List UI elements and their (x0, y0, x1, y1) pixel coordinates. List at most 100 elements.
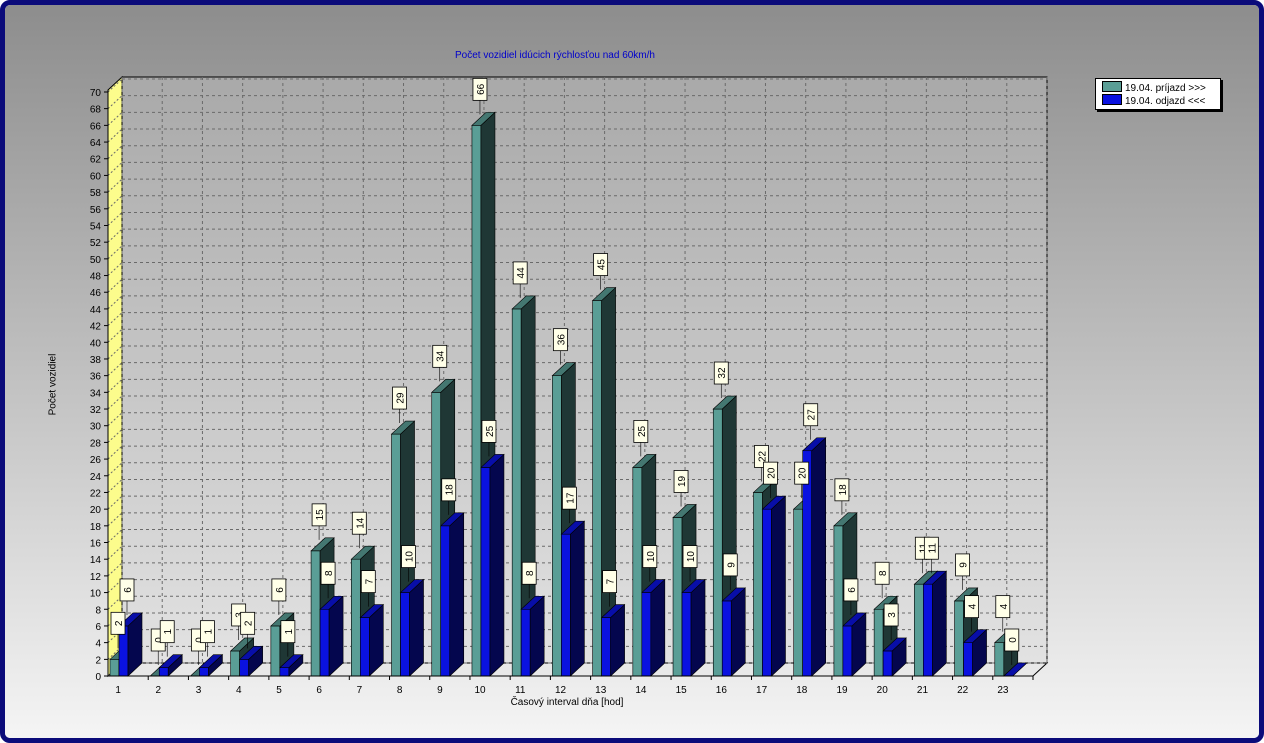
data-label-odjazd-8-text: 10 (405, 551, 416, 563)
data-label-prijazd-14-box (633, 420, 649, 443)
data-label-odjazd-16-text: 9 (726, 562, 737, 568)
data-label-odjazd-20: 3 (883, 603, 899, 640)
data-label-prijazd-15-box (673, 470, 689, 493)
x-tick-label: 23 (997, 685, 1009, 696)
gridline-wall (107, 328, 123, 343)
x-tick-label: 13 (595, 685, 607, 696)
data-label-odjazd-21-box (923, 536, 939, 560)
legend-swatch-odjazd (1102, 94, 1122, 105)
data-label-odjazd-6-box (320, 561, 336, 585)
y-tick-label: 6 (95, 622, 101, 633)
y-tick-label: 50 (90, 255, 102, 266)
y-tick-label: 52 (90, 238, 102, 249)
bar-odjazd-20 (882, 637, 907, 677)
data-label-prijazd-10-box (472, 77, 488, 101)
data-label-prijazd-13-box (593, 253, 609, 276)
x-tick-label: 7 (357, 685, 363, 696)
bar-odjazd-11 (520, 595, 545, 677)
y-tick-label: 32 (90, 405, 102, 416)
data-label-odjazd-21-text: 11 (927, 543, 938, 554)
x-tick-label: 20 (877, 685, 889, 696)
data-label-prijazd-19-box (834, 478, 850, 502)
bar-prijazd-19-front (833, 525, 844, 677)
bar-odjazd-22-top (962, 629, 988, 643)
bar-odjazd-10-front (480, 467, 491, 677)
gridline-wall (107, 395, 123, 410)
data-label-prijazd-22-text: 9 (959, 562, 970, 568)
x-tick-label: 5 (276, 685, 282, 696)
data-label-prijazd-9-text: 34 (436, 350, 447, 362)
bar-odjazd-10-top (480, 454, 505, 468)
data-label-prijazd-14: 25 (633, 420, 649, 457)
gridline-wall (107, 595, 123, 610)
data-label-odjazd-10-text: 25 (485, 425, 496, 437)
data-label-odjazd-22: 4 (964, 595, 979, 632)
bar-prijazd-1-front (109, 659, 120, 677)
data-label-odjazd-15-text: 10 (686, 551, 697, 563)
gridline-wall (107, 162, 123, 176)
bar-prijazd-11-top (511, 295, 536, 310)
y-tick-label: 42 (90, 322, 102, 333)
data-label-prijazd-13-text: 45 (597, 259, 608, 271)
bar-prijazd-11-front (511, 308, 522, 677)
data-label-odjazd-5-text: 1 (284, 628, 295, 634)
y-tick-label: 22 (90, 488, 102, 499)
data-label-prijazd-7: 14 (351, 511, 367, 549)
x-axis-label: Časový interval dňa [hod] (510, 697, 624, 708)
bar-odjazd-11-side (529, 595, 545, 677)
bar-prijazd-6-top (310, 537, 335, 552)
bar-odjazd-11-front (520, 608, 531, 677)
y-tick-label: 54 (90, 221, 102, 232)
data-label-odjazd-11-box (521, 561, 537, 585)
gridline-wall (107, 545, 123, 560)
x-tick-label: 9 (437, 685, 443, 696)
bar-prijazd-9-front (431, 392, 442, 677)
gridline-wall (107, 412, 123, 427)
data-label-prijazd-16-text: 32 (717, 367, 728, 379)
data-label-odjazd-9: 18 (441, 478, 457, 515)
data-label-odjazd-10-box (481, 420, 497, 443)
gridline-wall (107, 479, 123, 493)
data-label-odjazd-18-box (803, 403, 819, 427)
data-label-odjazd-11: 8 (521, 561, 537, 599)
data-label-odjazd-19-text: 6 (847, 587, 858, 593)
bar-odjazd-11-top (520, 595, 545, 610)
data-label-odjazd-12: 17 (561, 486, 577, 524)
bar-odjazd-17-top (761, 495, 787, 510)
data-label-prijazd-18-text: 20 (798, 467, 809, 479)
gridline-wall (107, 362, 123, 377)
bar-odjazd-12-top (560, 520, 586, 535)
legend-item-prijazd: 19.04. príjazd >>> (1102, 81, 1206, 94)
data-label-prijazd-7-text: 14 (355, 517, 366, 529)
chart-title: Počet vozidiel idúcich rýchlosťou nad 60… (455, 50, 655, 61)
bar-prijazd-18-front (793, 508, 803, 677)
x-tick-label: 11 (515, 685, 526, 696)
bar-odjazd-6-side (328, 595, 344, 677)
bar-odjazd-4 (238, 645, 264, 677)
bar-odjazd-10-side (489, 453, 505, 677)
data-label-prijazd-18: 20 (794, 461, 810, 499)
bar-odjazd-5-front (279, 667, 290, 677)
x-tick-label: 21 (917, 685, 929, 696)
bar-prijazd-23-front (994, 642, 1005, 677)
y-tick-label: 66 (90, 121, 102, 132)
bar-odjazd-21-side (932, 570, 947, 677)
bar-odjazd-2-front (158, 667, 169, 677)
data-label-prijazd-12-box (552, 328, 568, 352)
data-label-prijazd-22: 9 (955, 553, 970, 590)
bar-odjazd-6 (319, 595, 344, 677)
bar-prijazd-15-front (672, 517, 683, 677)
data-label-prijazd-8: 29 (392, 386, 407, 424)
data-label-odjazd-14-text: 10 (646, 551, 657, 563)
y-tick-label: 38 (90, 355, 102, 366)
bar-prijazd-9-top (430, 379, 456, 393)
y-tick-label: 62 (90, 155, 102, 166)
bar-odjazd-7-front (360, 617, 370, 677)
y-tick-label: 16 (90, 539, 102, 550)
data-label-prijazd-5-box (271, 578, 287, 602)
data-label-odjazd-17-box (763, 461, 778, 485)
bar-odjazd-14-front (641, 592, 652, 677)
bar-odjazd-22 (962, 628, 988, 677)
y-tick-label: 2 (95, 655, 101, 666)
